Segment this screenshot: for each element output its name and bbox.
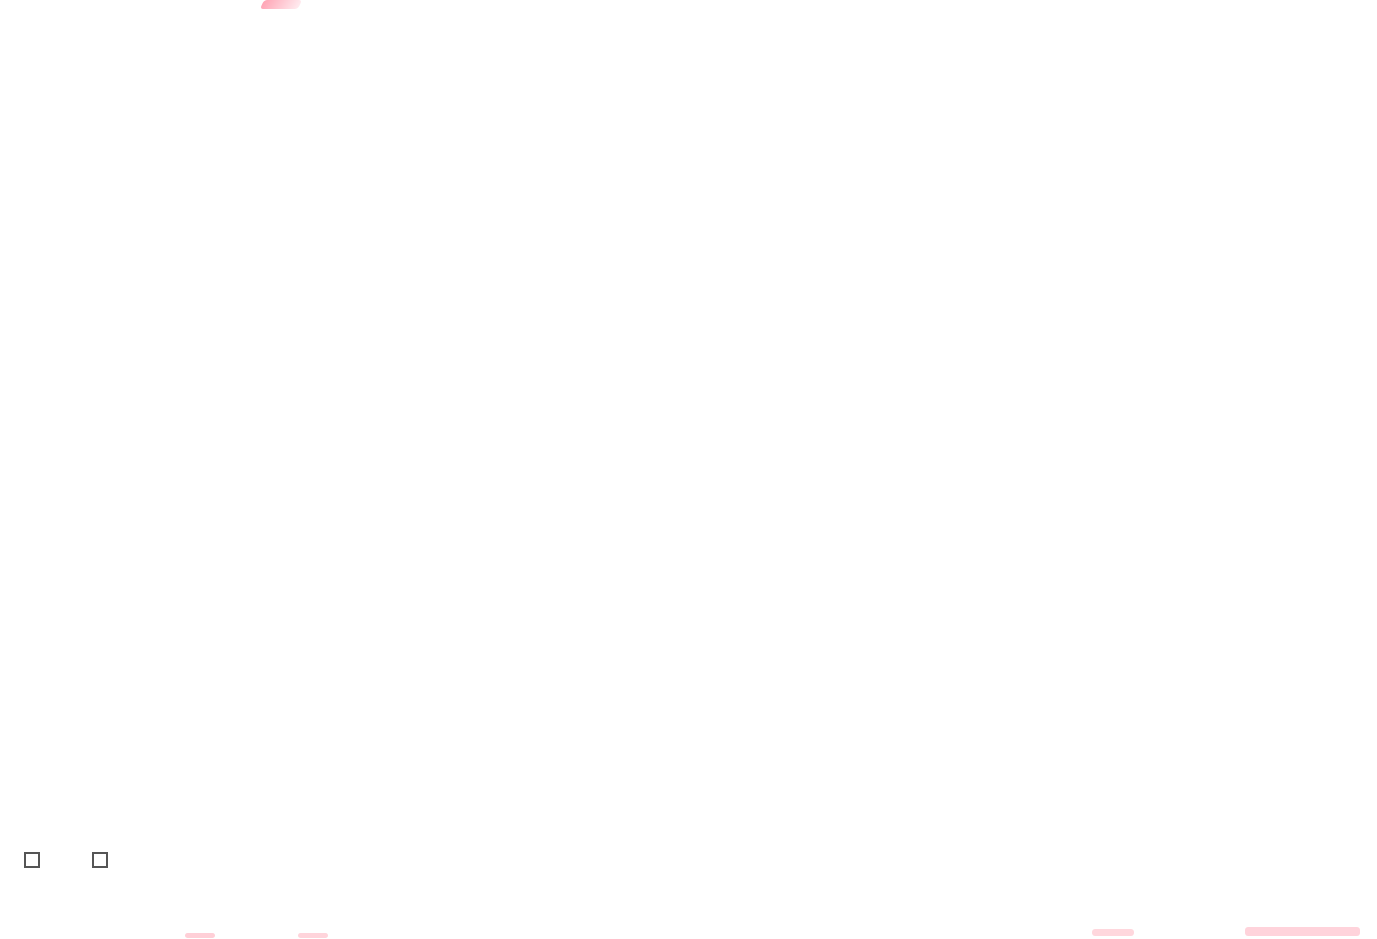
legend — [24, 852, 154, 868]
plot-area — [12, 33, 1314, 895]
artifact-smudge — [185, 933, 215, 938]
legend-item-gold — [24, 852, 46, 868]
legend-item-silver — [92, 852, 114, 868]
artifact-smudge — [259, 0, 303, 9]
gold-swatch-icon — [24, 852, 40, 868]
artifact-smudge — [1092, 929, 1134, 936]
artifact-smudge — [298, 933, 328, 938]
artifact-smudge — [1245, 927, 1360, 936]
silver-swatch-icon — [92, 852, 108, 868]
